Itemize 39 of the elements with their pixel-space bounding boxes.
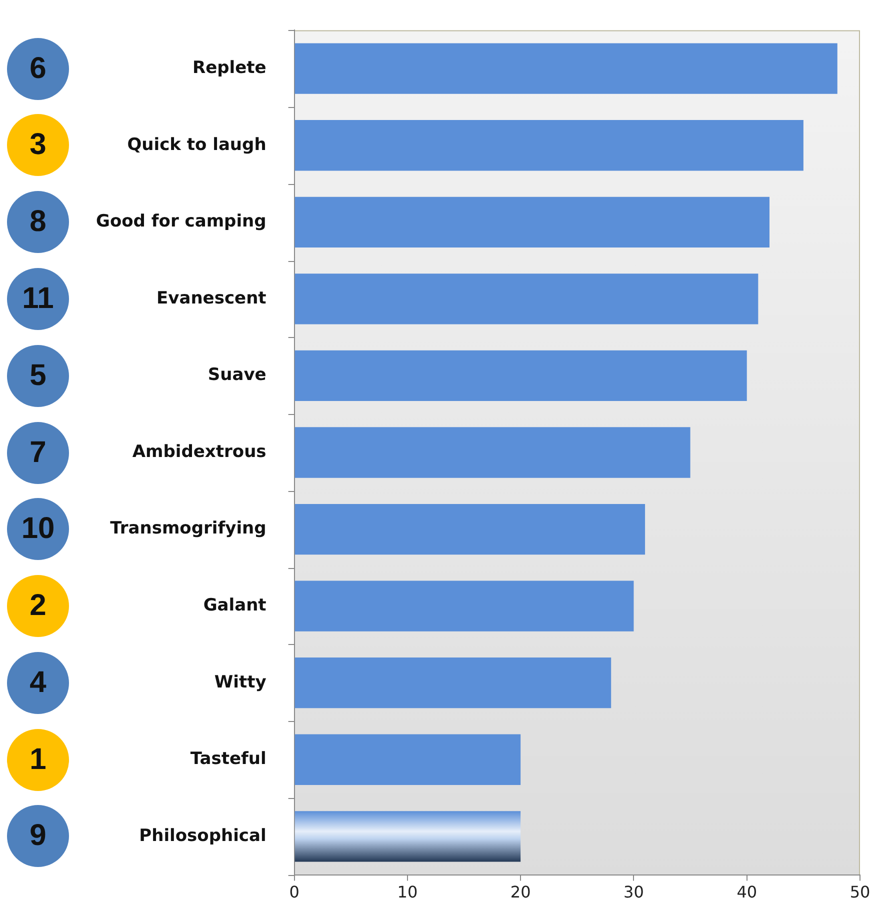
bar <box>294 811 521 862</box>
y-tick-label: Suave <box>208 365 266 386</box>
circle-icon: 8 <box>7 191 69 254</box>
circle-icon: 7 <box>7 422 69 484</box>
y-tick-label: Transmogrifying <box>110 518 266 539</box>
bar <box>294 43 838 94</box>
y-tick-label: Evanescent <box>156 288 266 308</box>
y-tick-label: Replete <box>192 58 266 78</box>
y-tick-label: Good for camping <box>96 212 266 232</box>
x-tick-label: 0 <box>289 882 300 902</box>
y-tick-label: Witty <box>214 672 266 692</box>
bar <box>294 734 521 785</box>
y-tick-label: Quick to laugh <box>127 134 266 155</box>
x-tick-label: 10 <box>397 882 418 902</box>
circle-icon: 1 <box>7 728 69 791</box>
bar <box>294 658 612 708</box>
circle-icon: 4 <box>7 652 69 714</box>
bar <box>294 504 646 555</box>
circle-icon: 3 <box>7 114 69 176</box>
circle-icon: 2 <box>7 575 69 638</box>
bar <box>294 274 758 324</box>
y-tick-label: Philosophical <box>139 826 266 846</box>
x-tick-label: 30 <box>624 882 644 902</box>
circle-icon: 6 <box>7 38 69 100</box>
y-tick-label: Tasteful <box>190 749 266 770</box>
circle-icon: 10 <box>7 498 69 560</box>
circle-icon: 9 <box>7 805 69 868</box>
circle-icon: 11 <box>7 268 69 330</box>
x-tick-label: 20 <box>510 882 531 902</box>
x-tick-label: 50 <box>850 882 870 902</box>
y-tick-label: Ambidextrous <box>132 442 266 462</box>
bar <box>294 120 804 171</box>
bar <box>294 350 747 402</box>
bar <box>294 580 634 632</box>
circle-icon: 5 <box>7 344 69 407</box>
bar <box>294 196 770 248</box>
y-tick-label: Galant <box>203 595 266 616</box>
x-tick-label: 40 <box>736 882 758 902</box>
bar <box>294 427 690 478</box>
